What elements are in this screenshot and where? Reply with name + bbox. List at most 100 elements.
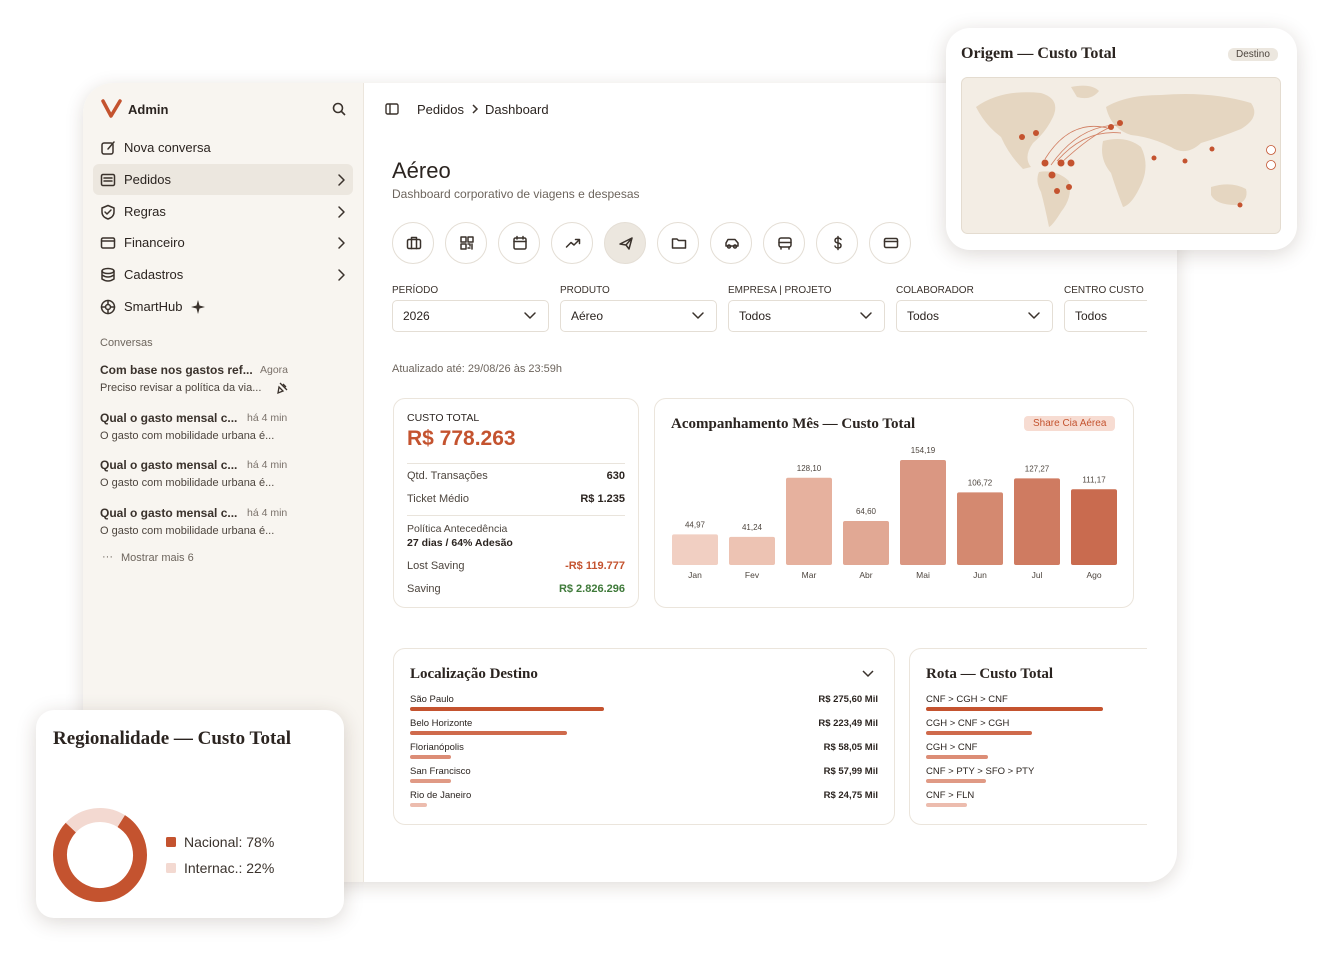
category-icon [619, 237, 633, 250]
filter-value: Todos [739, 309, 772, 323]
value-label: 41,24 [742, 523, 763, 532]
arc [1044, 125, 1112, 160]
nav-item[interactable]: Financeiro [124, 235, 185, 250]
filter-select[interactable] [896, 300, 1053, 332]
zoom-in[interactable] [1266, 145, 1276, 155]
row-value: R$ 1.235 [580, 493, 625, 505]
category-button[interactable] [392, 222, 434, 264]
category-icon [778, 237, 792, 250]
category-icon [725, 238, 739, 249]
conversation-title[interactable]: Qual o gasto mensal c... [100, 410, 238, 425]
expand-chevron[interactable] [862, 670, 874, 678]
nav-item[interactable]: SmartHub [124, 299, 183, 314]
icon-shape [100, 173, 116, 187]
logo-mark [101, 99, 122, 118]
conversation-time: Agora [260, 364, 289, 376]
category-button[interactable] [869, 222, 911, 264]
bar-chart: 44,97 Jan 41,24 Fev 128,10 Mar 64,60 Abr 154,19 M… [672, 446, 1117, 580]
nav-item[interactable]: Cadastros [124, 267, 184, 282]
main: Pedidos Dashboard Aéreo Dashboard corpor… [364, 83, 1147, 882]
nav-item[interactable]: Nova conversa [124, 140, 211, 155]
chart-title: Acompanhamento Mês — Custo Total [671, 416, 916, 432]
pin [1182, 158, 1188, 164]
dropdown-chevron [1028, 312, 1040, 319]
category-button[interactable] [710, 222, 752, 264]
legend-label: Internac.: 22% [184, 860, 274, 876]
continent [1037, 171, 1070, 227]
summary-label: CUSTO TOTAL [407, 412, 480, 424]
row-label: Ticket Médio [407, 493, 469, 505]
row-value: R$ 24,75 Mil [823, 790, 878, 801]
category-button[interactable] [604, 222, 646, 264]
sidebar-toggle[interactable] [385, 103, 399, 115]
bar [786, 477, 832, 565]
breadcrumb-item[interactable]: Pedidos [417, 102, 464, 117]
filter-value: Todos [1075, 309, 1108, 323]
pin [1067, 159, 1075, 167]
category-button[interactable] [498, 222, 540, 264]
pin-icon[interactable] [275, 381, 289, 395]
bar [410, 731, 568, 735]
bar [729, 536, 775, 565]
filter-select[interactable] [1064, 300, 1147, 332]
pin [1117, 120, 1123, 126]
filter-select[interactable] [560, 300, 717, 332]
monthly-chart-card: Acompanhamento Mês — Custo Total Share C… [654, 398, 1134, 608]
category-button[interactable] [657, 222, 699, 264]
bar [1071, 489, 1117, 565]
pin [1048, 171, 1056, 179]
zoom-out[interactable] [1266, 160, 1276, 170]
map-badge[interactable]: Destino [1228, 48, 1278, 61]
card-title: Rota — Custo Total [926, 666, 1054, 682]
icon-shape [860, 312, 872, 319]
icon-shape [619, 237, 633, 250]
filter-select[interactable] [728, 300, 885, 332]
dropdown-chevron [692, 312, 704, 319]
filter-select[interactable] [392, 300, 549, 332]
card-title: Localização Destino [410, 666, 538, 682]
zoom-controls[interactable] [1266, 145, 1276, 170]
category-button[interactable] [445, 222, 487, 264]
filter-label: EMPRESA | PROJETO [728, 285, 832, 296]
regional-card: Regionalidade — Custo Total Nacional: 78… [36, 710, 344, 918]
continents [976, 85, 1255, 227]
search-icon[interactable] [332, 102, 346, 116]
icon-shape [524, 312, 536, 319]
chart-badge[interactable]: Share Cia Aérea [1024, 416, 1116, 431]
conversation-title[interactable]: Com base nos gastos ref... [100, 363, 253, 377]
sparkle-icon [191, 300, 205, 314]
icon-shape [1028, 312, 1040, 319]
bar [926, 731, 1033, 735]
category-icon [565, 238, 581, 248]
nav-icon [100, 237, 116, 249]
conversation-title[interactable]: Qual o gasto mensal c... [100, 458, 238, 472]
category-icon [883, 237, 899, 249]
show-more[interactable]: Mostrar mais 6 [121, 552, 194, 564]
icon-shape [834, 235, 842, 251]
nav-item[interactable]: Regras [124, 204, 166, 219]
bar [957, 492, 1003, 565]
legend-swatch [166, 837, 176, 847]
destinations-card: Localização Destino São Paulo R$ 275,60 M… [393, 648, 895, 825]
icon-shape [513, 237, 527, 250]
filter-label: CENTRO CUSTO [1064, 285, 1144, 296]
category-icon [834, 235, 842, 251]
dropdown-chevron [860, 312, 872, 319]
donut-segment [53, 808, 147, 902]
chevron [338, 269, 345, 281]
bar [410, 755, 451, 759]
filter-value: Aéreo [571, 309, 604, 323]
brand: Admin [128, 102, 169, 117]
icon-shape [467, 236, 474, 243]
row-value: R$ 223,49 Mil [818, 718, 878, 729]
icon-shape [883, 237, 899, 249]
value-label: 106,72 [968, 478, 993, 487]
x-tick-label: Mar [802, 570, 817, 580]
row-value: R$ 57,99 Mil [823, 766, 878, 777]
conversation-title[interactable]: Qual o gasto mensal c... [100, 505, 238, 520]
lost-saving-label: Lost Saving [407, 560, 465, 572]
nav-item[interactable]: Pedidos [124, 172, 171, 187]
row-value: R$ 275,60 Mil [818, 694, 878, 705]
x-tick-label: Jan [688, 570, 702, 580]
